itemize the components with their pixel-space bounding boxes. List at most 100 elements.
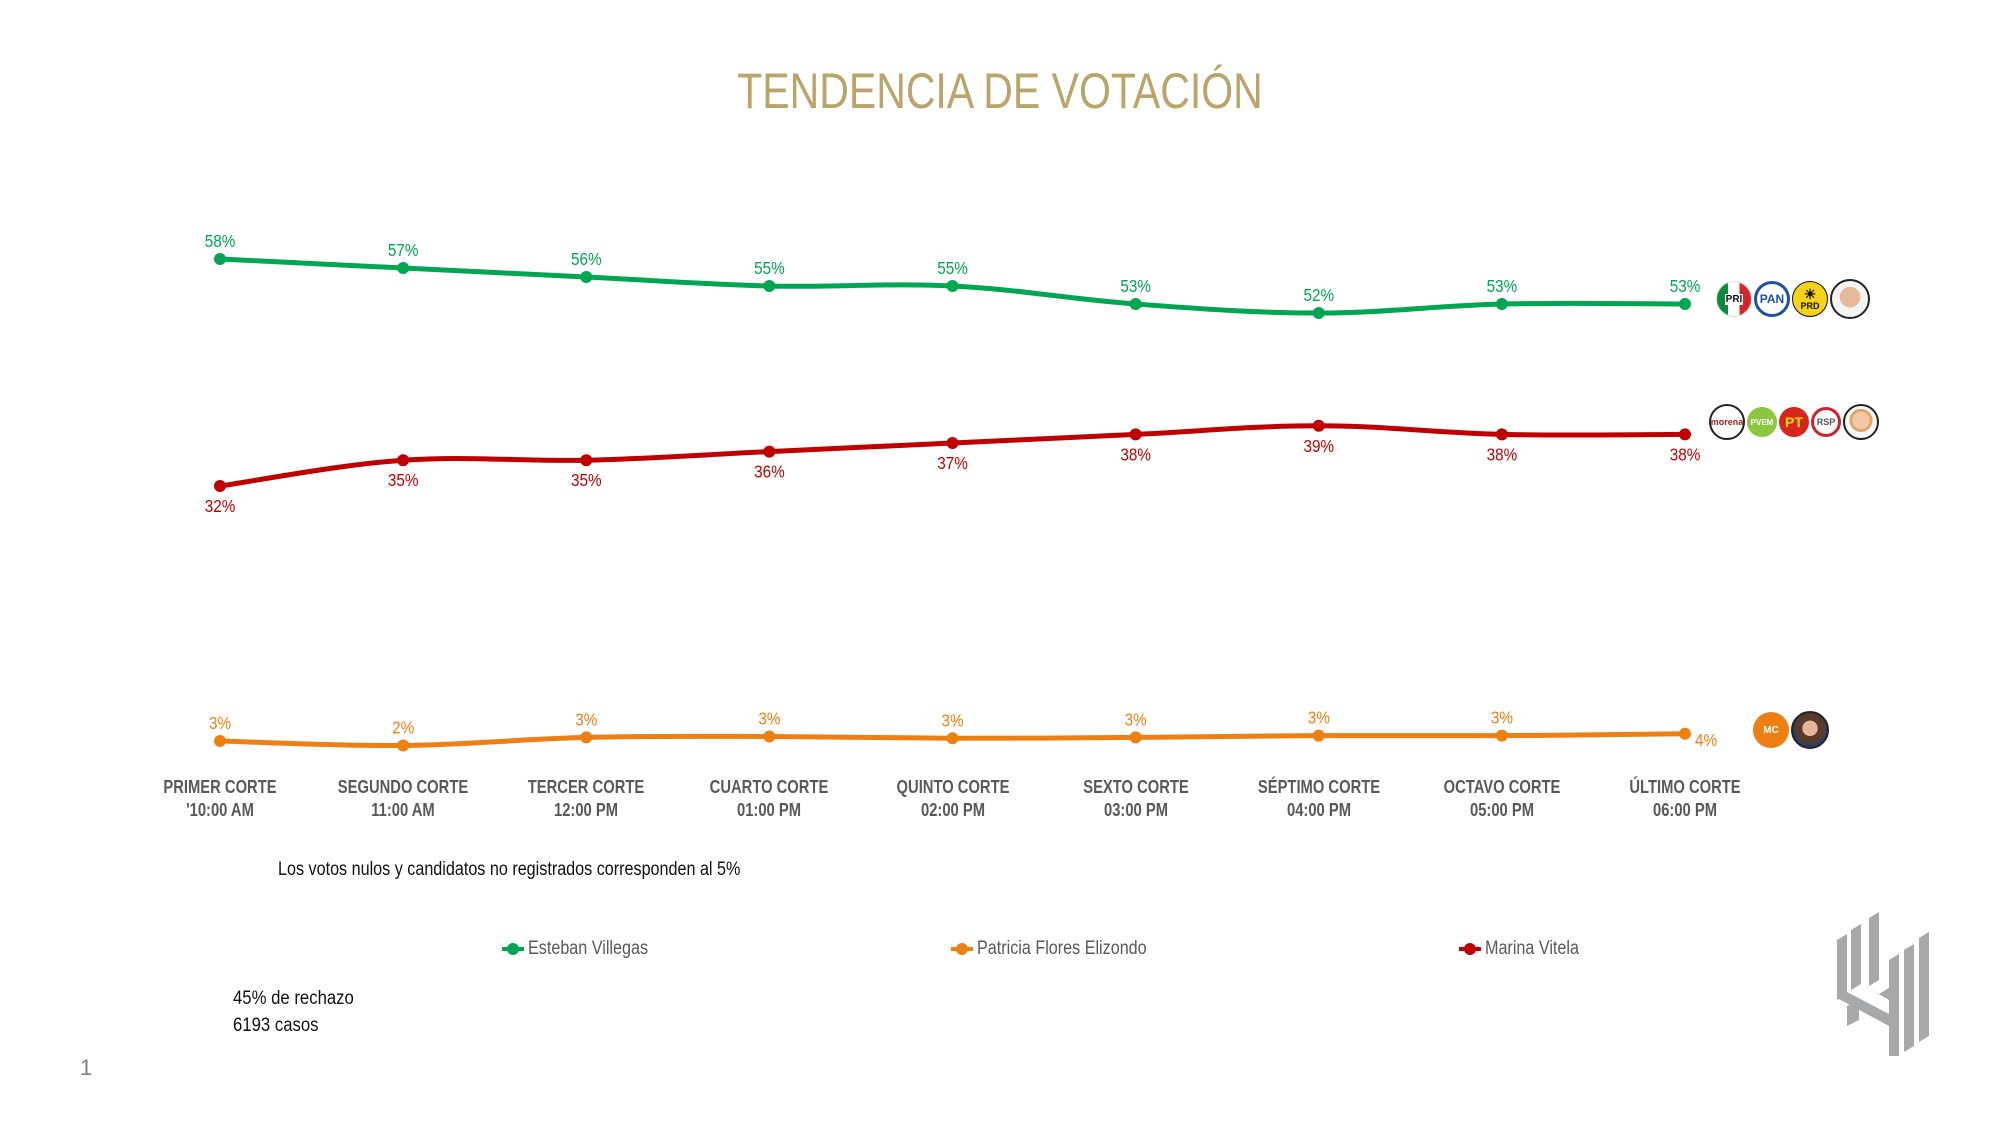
data-point (1312, 729, 1325, 742)
data-label: 4% (1695, 730, 1717, 750)
data-point (946, 732, 959, 745)
x-axis-label-corte: ÚLTIMO CORTE (1629, 777, 1741, 797)
case-count: 6193 casos (233, 1015, 319, 1036)
x-axis-label-time: 04:00 PM (1286, 800, 1351, 820)
legend-marker-icon (1459, 942, 1481, 956)
x-axis-label-time: 06:00 PM (1652, 800, 1717, 820)
data-point (763, 445, 776, 458)
data-label: 32% (205, 496, 236, 516)
candidate-avatar-esteban-villegas (1830, 279, 1870, 319)
data-point (214, 480, 226, 492)
data-point (580, 271, 593, 283)
x-axis-label-time: '10:00 AM (186, 800, 254, 820)
data-point (1679, 428, 1691, 441)
data-point (763, 280, 776, 292)
data-label: 58% (205, 231, 236, 251)
data-point (397, 739, 410, 752)
x-axis-label: SEGUNDO CORTE 11:00 AM (329, 776, 477, 822)
legend-item-esteban-villegas[interactable]: Esteban Villegas (502, 938, 669, 960)
x-axis-label-corte: SEXTO CORTE (1082, 777, 1189, 797)
data-label: 3% (941, 710, 963, 730)
data-label: 37% (937, 453, 968, 473)
legend-label: Marina Vitela (1485, 938, 1579, 959)
data-label: 38% (1120, 444, 1151, 464)
null-votes-note: Los votos nulos y candidatos no registra… (278, 859, 741, 880)
data-label: 53% (1670, 276, 1701, 296)
brand-logo-icon (1837, 912, 1929, 1056)
data-point (946, 437, 959, 449)
data-point (1679, 298, 1691, 310)
x-axis-label-corte: SÉPTIMO CORTE (1257, 777, 1380, 797)
legend-item-marina-vitela[interactable]: Marina Vitela (1459, 938, 1596, 960)
pan-logo-icon: PAN (1754, 281, 1790, 317)
data-point (946, 280, 959, 292)
data-label: 38% (1487, 444, 1518, 464)
legend-marker-icon (951, 942, 973, 956)
pt-logo-icon: PT (1779, 407, 1809, 437)
data-point (397, 454, 410, 467)
series-patricia-flores-elizondo: 3% 2% 3% 3% 3% 3% 3% 3% 4% (209, 707, 1717, 752)
data-label: 2% (392, 717, 414, 737)
data-label: 53% (1487, 276, 1518, 296)
x-axis-label-corte: OCTAVO CORTE (1443, 777, 1561, 797)
data-label: 3% (209, 713, 231, 733)
data-point (1129, 428, 1142, 441)
survey-stats: 45% de rechazo 6193 casos (233, 985, 354, 1039)
pvem-logo-icon: PVEM (1747, 407, 1777, 437)
x-axis-label-corte: QUINTO CORTE (896, 777, 1009, 797)
legend-item-patricia-flores-elizondo[interactable]: Patricia Flores Elizondo (951, 938, 1177, 960)
data-point (580, 454, 593, 467)
prd-logo-icon: ☀ PRD (1792, 281, 1828, 317)
data-label: 53% (1120, 276, 1151, 296)
data-point (214, 253, 226, 265)
data-point (1495, 428, 1508, 441)
data-point (1312, 307, 1325, 319)
data-point (580, 731, 593, 744)
x-axis-label-corte: TERCER CORTE (528, 777, 645, 797)
page-number: 1 (80, 1055, 93, 1080)
data-point (1312, 419, 1325, 432)
morena-logo-icon: morena (1709, 404, 1745, 440)
x-axis-label: SÉPTIMO CORTE 04:00 PM (1245, 776, 1393, 822)
data-label: 3% (1125, 709, 1147, 729)
x-axis-label-corte: CUARTO CORTE (710, 777, 829, 797)
legend-label: Patricia Flores Elizondo (977, 938, 1147, 959)
legend-marker-icon (502, 942, 524, 956)
x-axis-label: SEXTO CORTE 03:00 PM (1062, 776, 1210, 822)
x-axis-label: OCTAVO CORTE 05:00 PM (1428, 776, 1576, 822)
data-label: 3% (1491, 707, 1513, 727)
green-party-logos: PRI PAN ☀ PRD (1716, 279, 1870, 319)
x-axis-label: TERCER CORTE 12:00 PM (512, 776, 660, 822)
data-label: 39% (1303, 436, 1334, 456)
x-axis-label: CUARTO CORTE 01:00 PM (696, 776, 844, 822)
x-axis-label-corte: PRIMER CORTE (163, 777, 277, 797)
orange-party-logos: MC (1753, 711, 1829, 749)
x-axis-label-time: 11:00 AM (371, 800, 435, 820)
x-axis-label: PRIMER CORTE '10:00 AM (146, 776, 294, 822)
data-label: 3% (575, 709, 597, 729)
data-point (1129, 731, 1142, 744)
x-axis-label-time: 12:00 PM (554, 800, 619, 820)
data-label: 55% (754, 258, 785, 278)
x-axis-label-time: 05:00 PM (1469, 800, 1534, 820)
data-label: 38% (1670, 444, 1701, 464)
data-label: 36% (754, 461, 785, 481)
x-axis-label-corte: SEGUNDO CORTE (337, 777, 469, 797)
data-label: 35% (388, 470, 419, 490)
data-point (214, 735, 226, 747)
series-marina-vitela: 32% 35% 35% 36% 37% 38% 39% 38% 38% (205, 419, 1701, 516)
data-label: 52% (1303, 285, 1334, 305)
data-point (1129, 298, 1142, 310)
data-point (1679, 727, 1691, 740)
data-label: 56% (571, 249, 602, 269)
x-axis-label-time: 03:00 PM (1103, 800, 1168, 820)
rejection-rate: 45% de rechazo (233, 988, 354, 1009)
x-axis-label-time: 02:00 PM (920, 800, 985, 820)
data-label: 3% (758, 708, 780, 728)
x-axis-label-time: 01:00 PM (737, 800, 802, 820)
legend-label: Esteban Villegas (528, 938, 649, 959)
data-point (1495, 729, 1508, 742)
red-party-logos: morena PVEM PT RSP (1709, 404, 1879, 440)
data-point (397, 262, 410, 274)
